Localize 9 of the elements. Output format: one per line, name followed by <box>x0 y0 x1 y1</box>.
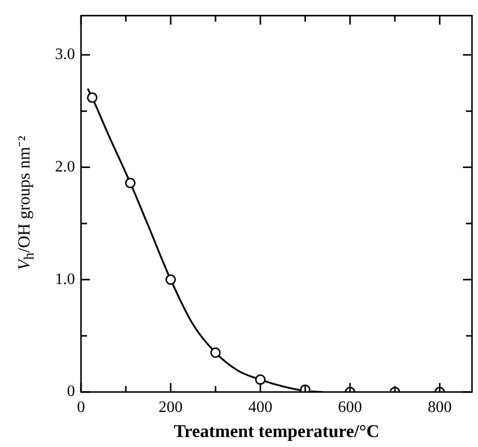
y-tick-label: 0 <box>67 383 75 400</box>
y-tick-label: 3.0 <box>55 46 75 64</box>
x-tick-label: 800 <box>428 398 452 416</box>
y-tick-label: 1.0 <box>55 270 75 288</box>
x-tick-label: 400 <box>248 398 272 416</box>
x-tick-label: 200 <box>158 398 183 416</box>
y-tick-label: 2.0 <box>55 158 75 176</box>
x-axis-title: Treatment temperature/°C <box>174 420 380 441</box>
x-tick-label: 600 <box>338 398 362 416</box>
